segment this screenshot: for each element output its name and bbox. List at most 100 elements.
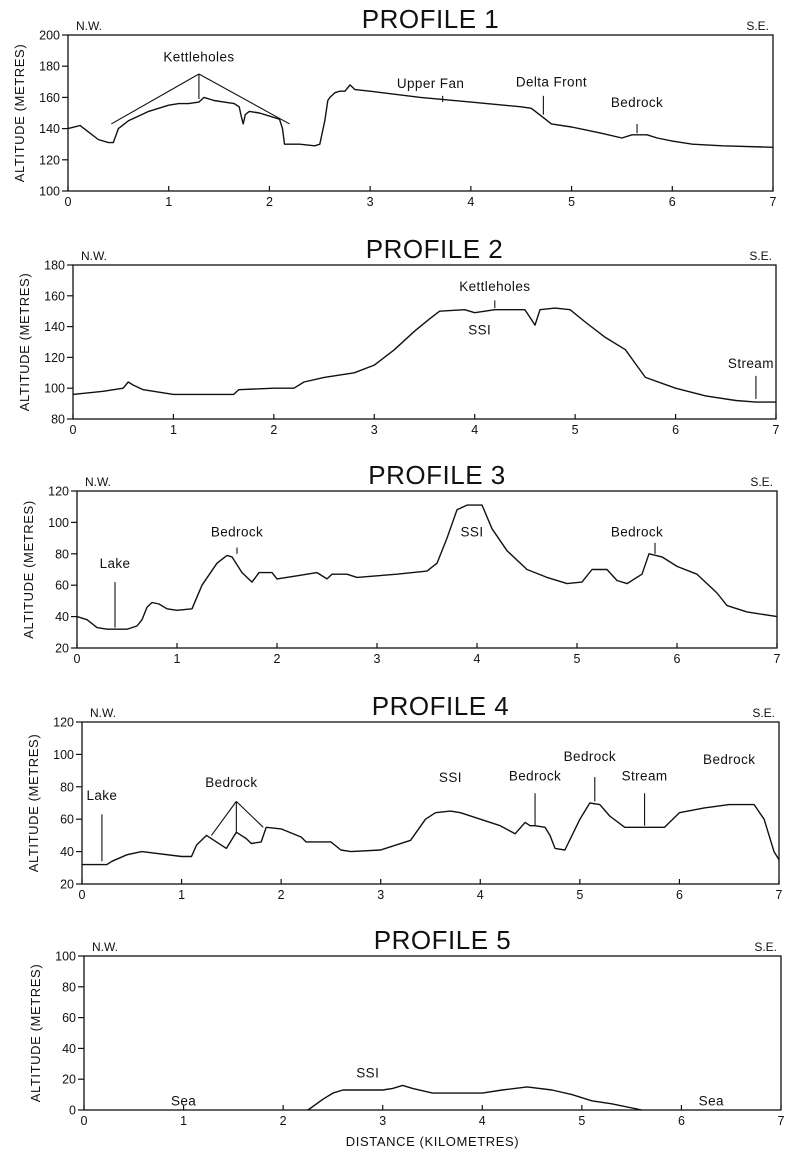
x-tick-label: 2 [278,888,285,902]
profile-line [72,307,776,403]
direction-label-nw: N.W. [81,249,107,263]
y-tick-label: 140 [39,122,60,136]
x-tick-label: 6 [672,423,679,437]
direction-label-se: S.E. [749,249,772,263]
annotation-label: Bedrock [509,768,561,783]
y-axis-label: ALTITUDE (METRES) [28,964,43,1103]
x-tick-label: 3 [367,195,374,209]
direction-label-nw: N.W. [90,706,116,720]
annotation-label: SSI [461,525,484,540]
x-tick-label: 7 [773,423,780,437]
profile-line [82,802,780,866]
y-tick-label: 120 [53,716,74,730]
y-tick-label: 80 [55,547,69,561]
x-axis-label: DISTANCE (KILOMETRES) [346,1134,519,1149]
profile-title: PROFILE 3 [368,460,505,490]
annotation-leader [235,800,264,828]
y-tick-label: 40 [62,1042,76,1056]
annotation-label: Sea [171,1093,196,1108]
x-tick-label: 6 [669,195,676,209]
y-tick-label: 80 [62,980,76,994]
x-tick-label: 1 [178,888,185,902]
x-tick-label: 5 [578,1114,585,1128]
profile-title: PROFILE 5 [374,925,511,955]
x-tick-label: 1 [180,1114,187,1128]
y-tick-label: 160 [39,91,60,105]
direction-label-se: S.E. [752,706,775,720]
profile-1-chart: PROFILE 1 N.W. S.E. 0 1 2 3 4 5 6 7 100 120 140 160 180… [12,4,777,209]
profile-title: PROFILE 1 [362,4,499,34]
annotation-label: Bedrock [564,749,616,764]
y-axis-label: ALTITUDE (METRES) [21,500,36,639]
y-tick-label: 100 [53,748,74,762]
annotation-leader [111,73,200,125]
x-tick-label: 1 [174,652,181,666]
x-tick-label: 0 [74,652,81,666]
y-tick-label: 160 [44,289,65,303]
y-tick-label: 100 [55,950,76,964]
x-tick-label: 7 [770,195,777,209]
annotation-label: Kettleholes [163,50,234,65]
profile-4-chart: PROFILE 4 N.W. S.E. 0 1 2 3 4 5 6 7 20 40 60 80 100 120 A… [26,691,783,902]
direction-label-se: S.E. [750,475,773,489]
y-tick-label: 200 [39,29,60,43]
x-tick-label: 4 [479,1114,486,1128]
y-tick-label: 120 [39,153,60,167]
y-tick-label: 20 [55,642,69,656]
x-tick-label: 5 [574,652,581,666]
y-tick-label: 20 [60,878,74,892]
x-tick-label: 4 [471,423,478,437]
y-tick-label: 20 [62,1073,76,1087]
x-tick-label: 6 [674,652,681,666]
x-tick-label: 7 [776,888,783,902]
y-tick-label: 120 [48,485,69,499]
x-tick-label: 0 [81,1114,88,1128]
direction-label-se: S.E. [746,19,769,33]
x-tick-label: 2 [274,652,281,666]
profile-line [67,84,774,148]
profile-5-chart: PROFILE 5 N.W. S.E. 0 1 2 3 4 5 6 7 0 20 40 60 80 100 ALT… [28,925,785,1149]
x-tick-label: 5 [572,423,579,437]
x-tick-label: 3 [374,652,381,666]
annotation-label: Lake [86,788,117,803]
annotation-label: SSI [356,1066,379,1081]
x-tick-label: 6 [678,1114,685,1128]
y-tick-label: 60 [62,1011,76,1025]
annotation-label: Stream [728,356,774,371]
x-tick-label: 2 [266,195,273,209]
annotation-label: SSI [468,322,491,337]
x-tick-label: 7 [778,1114,785,1128]
y-tick-label: 80 [60,780,74,794]
profile-3-chart: PROFILE 3 N.W. S.E. 0 1 2 3 4 5 6 7 20 40 60 80 100 120 A… [21,460,781,666]
x-tick-label: 3 [371,423,378,437]
y-tick-label: 180 [39,60,60,74]
annotation-label: Upper Fan [397,76,464,91]
annotation-label: Stream [622,768,668,783]
x-tick-label: 5 [568,195,575,209]
annotation-leader [198,73,290,125]
x-tick-label: 5 [576,888,583,902]
x-tick-label: 3 [379,1114,386,1128]
plot-frame [83,955,782,1111]
y-tick-label: 60 [55,579,69,593]
y-tick-label: 80 [51,413,65,427]
x-tick-label: 4 [477,888,484,902]
direction-label-nw: N.W. [85,475,111,489]
profile-title: PROFILE 4 [372,691,509,721]
annotation-label: Sea [699,1093,724,1108]
y-tick-label: 40 [60,845,74,859]
annotation-label: SSI [439,770,462,785]
x-tick-label: 0 [65,195,72,209]
x-tick-label: 1 [170,423,177,437]
y-axis-label: ALTITUDE (METRES) [17,273,32,412]
annotation-label: Bedrock [611,525,663,540]
y-tick-label: 140 [44,320,65,334]
y-tick-label: 60 [60,813,74,827]
x-tick-label: 2 [270,423,277,437]
x-tick-label: 6 [676,888,683,902]
annotation-label: Lake [100,556,131,571]
annotation-label: Bedrock [205,775,257,790]
x-tick-label: 3 [377,888,384,902]
plot-frame [72,264,777,420]
